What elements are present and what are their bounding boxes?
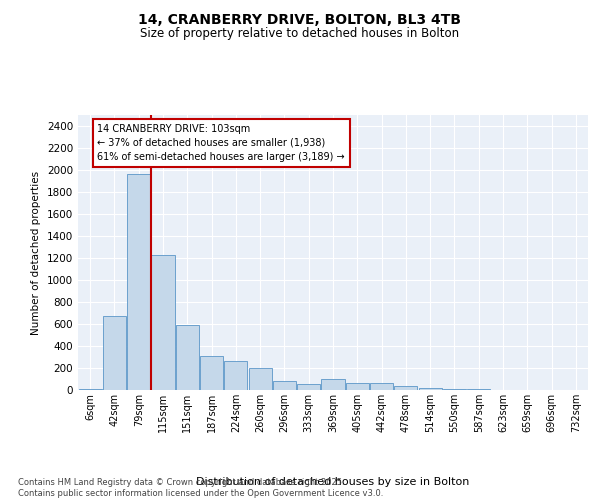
Bar [127, 174, 150, 390]
Text: Size of property relative to detached houses in Bolton: Size of property relative to detached ho… [140, 28, 460, 40]
X-axis label: Distribution of detached houses by size in Bolton: Distribution of detached houses by size … [196, 476, 470, 486]
Bar [103, 316, 126, 390]
Bar [79, 389, 101, 390]
Bar [370, 383, 393, 390]
Bar [297, 384, 320, 390]
Bar [346, 383, 369, 390]
Bar [151, 254, 175, 390]
Bar [394, 386, 418, 390]
Bar [419, 388, 442, 390]
Bar [248, 368, 272, 390]
Bar [176, 325, 199, 390]
Bar [322, 379, 344, 390]
Bar [273, 381, 296, 390]
Text: Contains HM Land Registry data © Crown copyright and database right 2025.
Contai: Contains HM Land Registry data © Crown c… [18, 478, 383, 498]
Bar [224, 362, 247, 390]
Text: 14, CRANBERRY DRIVE, BOLTON, BL3 4TB: 14, CRANBERRY DRIVE, BOLTON, BL3 4TB [139, 12, 461, 26]
Bar [200, 356, 223, 390]
Y-axis label: Number of detached properties: Number of detached properties [31, 170, 41, 334]
Text: 14 CRANBERRY DRIVE: 103sqm
← 37% of detached houses are smaller (1,938)
61% of s: 14 CRANBERRY DRIVE: 103sqm ← 37% of deta… [97, 124, 345, 162]
